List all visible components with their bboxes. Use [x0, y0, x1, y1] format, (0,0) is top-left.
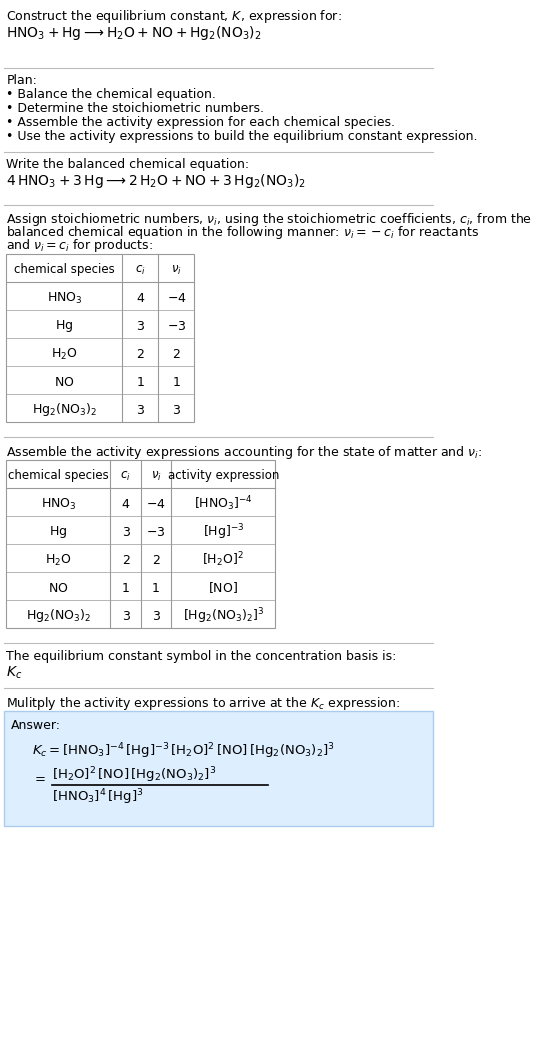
- Text: • Assemble the activity expression for each chemical species.: • Assemble the activity expression for e…: [7, 116, 395, 129]
- Text: 1: 1: [152, 581, 160, 595]
- Text: $\mathrm{Hg_2(NO_3)_2}$: $\mathrm{Hg_2(NO_3)_2}$: [32, 401, 97, 419]
- Text: 3: 3: [136, 403, 144, 417]
- Text: $c_i$: $c_i$: [120, 469, 131, 483]
- Text: 3: 3: [173, 403, 180, 417]
- Text: 2: 2: [122, 554, 129, 566]
- Text: $[\mathrm{Hg_2(NO_3)_2}]^{3}$: $[\mathrm{Hg_2(NO_3)_2}]^{3}$: [183, 606, 264, 626]
- Text: $[\mathrm{Hg}]^{-3}$: $[\mathrm{Hg}]^{-3}$: [203, 522, 244, 541]
- Text: 2: 2: [173, 348, 180, 360]
- Text: $K_c = [\mathrm{HNO_3}]^{-4}\,[\mathrm{Hg}]^{-3}\,[\mathrm{H_2O}]^{2}\,[\mathrm{: $K_c = [\mathrm{HNO_3}]^{-4}\,[\mathrm{H…: [32, 741, 335, 760]
- Text: $K_c$: $K_c$: [7, 665, 23, 682]
- FancyBboxPatch shape: [4, 711, 433, 826]
- Text: Construct the equilibrium constant, $K$, expression for:: Construct the equilibrium constant, $K$,…: [7, 8, 342, 25]
- Text: $[\mathrm{HNO_3}]^{4}\,[\mathrm{Hg}]^{3}$: $[\mathrm{HNO_3}]^{4}\,[\mathrm{Hg}]^{3}…: [52, 787, 144, 806]
- Text: $\mathrm{Hg}$: $\mathrm{Hg}$: [55, 318, 74, 334]
- Text: $-3$: $-3$: [167, 319, 186, 333]
- FancyBboxPatch shape: [7, 460, 275, 628]
- Text: $\mathrm{NO}$: $\mathrm{NO}$: [48, 581, 69, 595]
- Text: Mulitply the activity expressions to arrive at the $K_c$ expression:: Mulitply the activity expressions to arr…: [7, 695, 401, 712]
- Text: $[\mathrm{HNO_3}]^{-4}$: $[\mathrm{HNO_3}]^{-4}$: [194, 494, 253, 513]
- Text: $\mathrm{HNO_3}$: $\mathrm{HNO_3}$: [40, 496, 76, 512]
- Text: $[\mathrm{H_2O}]^{2}\,[\mathrm{NO}]\,[\mathrm{Hg_2(NO_3)_2}]^{3}$: $[\mathrm{H_2O}]^{2}\,[\mathrm{NO}]\,[\m…: [52, 765, 216, 784]
- Text: $\mathrm{HNO_3}$: $\mathrm{HNO_3}$: [46, 290, 82, 306]
- Text: $-4$: $-4$: [167, 291, 186, 305]
- Text: $\mathrm{4\,HNO_3 + 3\,Hg \longrightarrow 2\,H_2O + NO + 3\,Hg_2(NO_3)_2}$: $\mathrm{4\,HNO_3 + 3\,Hg \longrightarro…: [7, 172, 306, 190]
- Text: • Balance the chemical equation.: • Balance the chemical equation.: [7, 88, 216, 101]
- Text: activity expression: activity expression: [168, 469, 279, 483]
- Text: 4: 4: [136, 291, 144, 305]
- Text: Plan:: Plan:: [7, 74, 37, 87]
- Text: $\mathrm{NO}$: $\mathrm{NO}$: [54, 376, 75, 388]
- Text: 1: 1: [122, 581, 129, 595]
- Text: The equilibrium constant symbol in the concentration basis is:: The equilibrium constant symbol in the c…: [7, 650, 397, 663]
- Text: Assign stoichiometric numbers, $\nu_i$, using the stoichiometric coefficients, $: Assign stoichiometric numbers, $\nu_i$, …: [7, 211, 532, 228]
- Text: and $\nu_i = c_i$ for products:: and $\nu_i = c_i$ for products:: [7, 237, 153, 254]
- Text: Write the balanced chemical equation:: Write the balanced chemical equation:: [7, 158, 250, 171]
- Text: $\mathrm{Hg_2(NO_3)_2}$: $\mathrm{Hg_2(NO_3)_2}$: [26, 607, 91, 624]
- Text: $[\mathrm{H_2O}]^{2}$: $[\mathrm{H_2O}]^{2}$: [203, 551, 244, 570]
- Text: $-3$: $-3$: [146, 526, 166, 538]
- Text: 2: 2: [136, 348, 144, 360]
- Text: $[\mathrm{NO}]$: $[\mathrm{NO}]$: [208, 580, 238, 596]
- FancyBboxPatch shape: [7, 254, 194, 422]
- Text: 2: 2: [152, 554, 160, 566]
- Text: $\mathrm{H_2O}$: $\mathrm{H_2O}$: [51, 347, 78, 361]
- Text: $=$: $=$: [32, 771, 46, 784]
- Text: $-4$: $-4$: [146, 497, 166, 511]
- Text: $\mathrm{H_2O}$: $\mathrm{H_2O}$: [45, 553, 72, 567]
- Text: $\mathrm{Hg}$: $\mathrm{Hg}$: [49, 524, 68, 540]
- Text: 4: 4: [122, 497, 129, 511]
- Text: 3: 3: [122, 609, 129, 623]
- Text: chemical species: chemical species: [8, 469, 109, 483]
- Text: 3: 3: [136, 319, 144, 333]
- Text: 1: 1: [136, 376, 144, 388]
- Text: $c_i$: $c_i$: [135, 264, 146, 276]
- Text: Assemble the activity expressions accounting for the state of matter and $\nu_i$: Assemble the activity expressions accoun…: [7, 444, 483, 461]
- Text: 1: 1: [173, 376, 180, 388]
- Text: 3: 3: [152, 609, 160, 623]
- Text: 3: 3: [122, 526, 129, 538]
- Text: • Determine the stoichiometric numbers.: • Determine the stoichiometric numbers.: [7, 102, 264, 115]
- Text: balanced chemical equation in the following manner: $\nu_i = -c_i$ for reactants: balanced chemical equation in the follow…: [7, 224, 479, 241]
- Text: $\nu_i$: $\nu_i$: [171, 264, 182, 276]
- Text: $\mathrm{HNO_3 + Hg \longrightarrow H_2O + NO + Hg_2(NO_3)_2}$: $\mathrm{HNO_3 + Hg \longrightarrow H_2O…: [7, 24, 262, 42]
- Text: • Use the activity expressions to build the equilibrium constant expression.: • Use the activity expressions to build …: [7, 130, 478, 143]
- Text: Answer:: Answer:: [11, 719, 61, 732]
- Text: chemical species: chemical species: [14, 264, 115, 276]
- Text: $\nu_i$: $\nu_i$: [151, 469, 162, 483]
